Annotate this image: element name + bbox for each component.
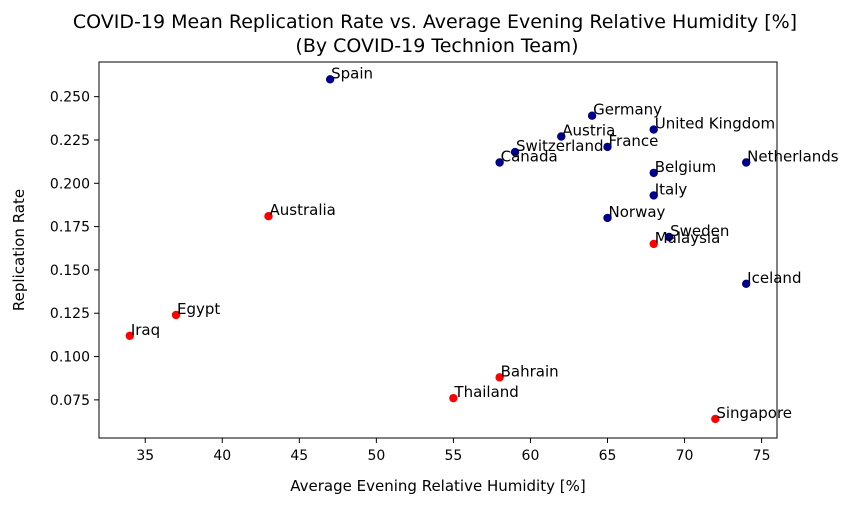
point-label: Netherlands: [747, 147, 839, 165]
plot-area-frame: [98, 61, 778, 439]
data-point-france: [603, 142, 612, 152]
x-axis-label: Average Evening Relative Humidity [%]: [290, 477, 585, 495]
point-label: Italy: [655, 180, 688, 198]
data-point-italy: [649, 191, 658, 200]
data-point-iceland: [741, 279, 751, 288]
y-tick-label: 0.125: [50, 306, 90, 322]
data-point-austria: [557, 132, 566, 141]
point-label: Norway: [609, 203, 666, 221]
data-point-germany: [587, 111, 597, 120]
data-point-malaysia: [649, 239, 658, 249]
point-label: Switzerland: [516, 137, 604, 155]
data-point-switzerland: [510, 147, 520, 157]
point-label: Singapore: [716, 404, 792, 422]
point-label: Australia: [270, 201, 336, 219]
chart-subtitle: (By COVID-19 Technion Team): [295, 35, 578, 57]
x-tick-label: 75: [753, 448, 771, 464]
x-tick-label: 55: [444, 448, 462, 464]
point-label: Egypt: [177, 300, 220, 318]
data-point-thailand: [449, 393, 458, 403]
data-point-bahrain: [495, 373, 504, 382]
data-point-norway: [603, 213, 612, 223]
x-tick-label: 65: [599, 448, 617, 464]
x-tick-label: 45: [290, 448, 308, 464]
data-point-canada: [495, 158, 504, 167]
data-point-australia: [264, 212, 273, 221]
point-label: Sweden: [670, 222, 729, 240]
y-tick-label: 0.175: [50, 220, 90, 236]
point-label: Belgium: [655, 158, 717, 176]
y-tick-label: 0.075: [50, 393, 90, 409]
data-point-iraq: [125, 331, 135, 340]
y-tick-label: 0.150: [50, 263, 90, 279]
data-point-singapore: [711, 414, 720, 424]
point-label: Canada: [501, 147, 558, 165]
data-point-netherlands: [741, 158, 751, 167]
point-label: Bahrain: [501, 362, 559, 380]
point-label: Iceland: [747, 269, 801, 287]
y-tick-label: 0.225: [50, 133, 90, 149]
x-tick-label: 70: [676, 448, 694, 464]
point-label: Austria: [562, 122, 615, 140]
data-point-united-kingdom: [649, 125, 658, 134]
x-axis: 35 40 45 50 55 60 65 70 75: [136, 438, 771, 464]
data-point-egypt: [171, 310, 181, 320]
data-point-spain: [325, 75, 335, 84]
y-tick-label: 0.100: [50, 350, 90, 366]
point-label: Thailand: [453, 383, 518, 401]
y-axis-label: Replication Rate: [10, 189, 28, 311]
point-label: Malaysia: [655, 229, 721, 247]
point-label: United Kingdom: [655, 115, 775, 133]
y-tick-label: 0.250: [50, 90, 90, 106]
data-point-belgium: [649, 168, 658, 178]
data-point-sweden: [664, 232, 674, 242]
point-label: Germany: [593, 101, 662, 119]
x-tick-label: 35: [136, 448, 154, 464]
x-tick-label: 60: [522, 448, 540, 464]
x-tick-label: 50: [367, 448, 385, 464]
y-tick-label: 0.200: [50, 176, 90, 192]
x-tick-label: 40: [213, 448, 231, 464]
chart-title: COVID-19 Mean Replication Rate vs. Avera…: [73, 11, 797, 33]
point-label: Spain: [331, 64, 373, 82]
y-axis: 0.075 0.100 0.125 0.150 0.175 0.200 0.225 0.250: [50, 90, 99, 409]
point-label: France: [609, 132, 659, 150]
point-label: Iraq: [131, 321, 160, 339]
